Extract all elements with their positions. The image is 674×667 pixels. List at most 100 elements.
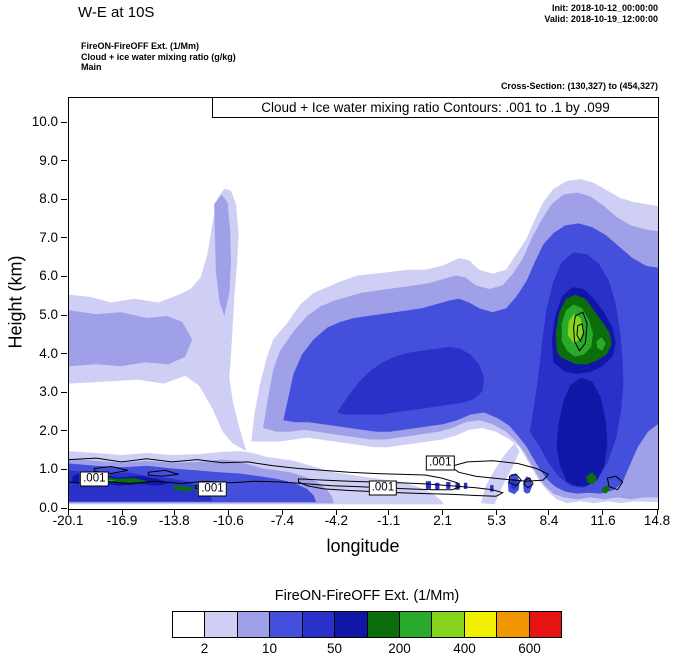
- legend-color-cell: [432, 612, 465, 637]
- product-line-3: Main: [81, 62, 102, 72]
- mixing-ratio-contour-line: [147, 469, 179, 477]
- legend-color-cell: [367, 612, 400, 637]
- mixing-ratio-contour-line: [93, 465, 129, 475]
- page-title: W-E at 10S: [78, 4, 155, 21]
- x-axis-tick: [602, 509, 604, 515]
- x-axis-tick-label: -10.6: [212, 513, 244, 528]
- contour-value-label: .001: [368, 480, 398, 496]
- y-axis-tick: [61, 353, 67, 355]
- y-axis-tick-label: 3.0: [39, 384, 58, 400]
- x-axis-tick: [67, 509, 69, 515]
- y-axis-tick-label: 0.0: [39, 500, 58, 515]
- mixing-ratio-contour-line: [524, 477, 534, 489]
- x-axis-tick-label: -20.1: [52, 513, 84, 528]
- y-axis-tick-label: 10.0: [31, 114, 58, 130]
- filled-contour-ext500-core: [567, 314, 584, 344]
- y-axis-tick: [61, 314, 67, 316]
- legend-color-cell: [270, 612, 303, 637]
- x-axis-tick: [442, 509, 444, 515]
- mixing-ratio-contour-line: [449, 460, 550, 482]
- x-axis-tick: [281, 509, 283, 515]
- x-axis-tick-label: 14.8: [643, 513, 671, 528]
- contour-value-label: .001: [198, 481, 227, 497]
- filled-contour-ext100-blob-core: [511, 478, 518, 490]
- legend-color-cell: [335, 612, 368, 637]
- cross-section-label: Cross-Section: (130,327) to (454,327): [500, 81, 658, 91]
- y-axis-tick: [61, 391, 67, 393]
- y-axis-tick-label: 1.0: [39, 461, 58, 477]
- y-axis-tick: [61, 160, 67, 162]
- y-axis-tick-label: 4.0: [39, 345, 58, 361]
- filled-contour-ext200-right-lower: [556, 377, 608, 487]
- legend-tick-label: 10: [261, 641, 278, 656]
- mixing-ratio-contour-line: [509, 473, 522, 487]
- x-axis-label: longitude: [326, 536, 400, 556]
- legend-color-cell: [302, 612, 336, 637]
- y-axis-tick: [61, 507, 67, 509]
- legend-tick-label: 50: [326, 641, 343, 656]
- product-block: FireON-FireOFF Ext. (1/Mm) Cloud + ice w…: [81, 41, 236, 73]
- x-axis-tick: [335, 509, 337, 515]
- x-axis-tick-label: -1.1: [377, 513, 401, 528]
- legend-tick-label: 200: [388, 641, 411, 656]
- y-axis-tick: [61, 430, 67, 432]
- legend-color-cell: [237, 612, 271, 637]
- mixing-ratio-contour-line: [606, 475, 624, 491]
- init-time-label: Init: 2018-10-12_00:00:00: [551, 3, 658, 13]
- contour-plot-canvas: [69, 179, 658, 505]
- y-axis-tick: [61, 198, 67, 200]
- legend-color-cell: [464, 612, 498, 637]
- filled-contour-ext10-plume: [214, 194, 231, 316]
- x-axis-tick: [388, 509, 390, 515]
- y-axis-tick: [61, 468, 67, 470]
- mixing-ratio-contour-line: [576, 323, 585, 343]
- x-axis-tick-label: -13.8: [158, 513, 190, 528]
- filled-contour-ext300-speck-b: [602, 485, 610, 494]
- x-axis-tick: [656, 509, 658, 515]
- legend-color-cell: [497, 612, 530, 637]
- x-axis-tick-label: -16.9: [106, 513, 138, 528]
- filled-contour-ext400-small: [596, 337, 606, 351]
- legend-tick-label: 600: [518, 641, 541, 656]
- legend-color-cell: [205, 612, 238, 637]
- x-axis-tick-label: 8.4: [539, 513, 559, 528]
- y-axis-tick: [61, 275, 67, 277]
- x-axis-tick-label: 5.3: [487, 513, 507, 528]
- legend-tick-label: 400: [453, 641, 476, 656]
- legend-tick-label: 2: [200, 641, 209, 656]
- legend-color-cell: [173, 612, 206, 637]
- filled-contour-ext300-low-streak-b: [173, 485, 198, 492]
- x-axis-tick: [173, 509, 175, 515]
- y-axis-tick-label: 9.0: [39, 152, 58, 168]
- legend-title: FireON-FireOFF Ext. (1/Mm): [274, 588, 460, 604]
- filled-contour-ext300-speck-a: [586, 472, 598, 486]
- legend-colorbar: [172, 611, 562, 638]
- x-axis-tick-label: 11.6: [590, 513, 616, 528]
- y-axis-tick: [61, 237, 67, 239]
- contour-value-label: .001: [80, 471, 109, 487]
- contour-info-banner: Cloud + Ice water mixing ratio Contours:…: [212, 97, 659, 118]
- filled-contour-ext10-left-band: [69, 310, 193, 367]
- plot-overlay: .001 .001 .001 .001: [69, 98, 658, 509]
- filled-contour-ext100-center-core: [337, 346, 485, 415]
- x-axis-tick: [548, 509, 550, 515]
- legend-color-cell: [529, 612, 562, 637]
- y-axis-tick-label: 5.0: [39, 307, 58, 323]
- x-axis-tick: [227, 509, 229, 515]
- legend-color-cell: [399, 612, 433, 637]
- x-axis-tick-label: 2.1: [433, 513, 453, 528]
- x-axis-tick-label: -4.2: [324, 513, 348, 528]
- product-line-2: Cloud + ice water mixing ratio (g/kg): [81, 51, 236, 62]
- filled-contour-speck-1: [425, 481, 431, 489]
- x-axis-tick-label: -7.4: [270, 513, 294, 528]
- x-axis-tick: [121, 509, 123, 515]
- y-axis-tick-label: 6.0: [39, 268, 58, 284]
- x-axis-tick: [496, 509, 498, 515]
- valid-time-label: Valid: 2018-10-19_12:00:00: [544, 13, 658, 24]
- y-axis-tick-label: 8.0: [39, 191, 58, 207]
- contour-value-label: .001: [426, 455, 455, 471]
- y-axis-tick-label: 7.0: [39, 229, 58, 245]
- plot-area: .001 .001 .001 .001 Cloud + Ice water mixin…: [68, 97, 659, 510]
- mixing-ratio-contour-line: [573, 311, 588, 352]
